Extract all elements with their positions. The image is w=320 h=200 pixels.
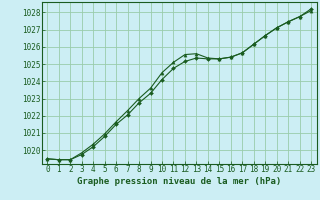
X-axis label: Graphe pression niveau de la mer (hPa): Graphe pression niveau de la mer (hPa) <box>77 177 281 186</box>
